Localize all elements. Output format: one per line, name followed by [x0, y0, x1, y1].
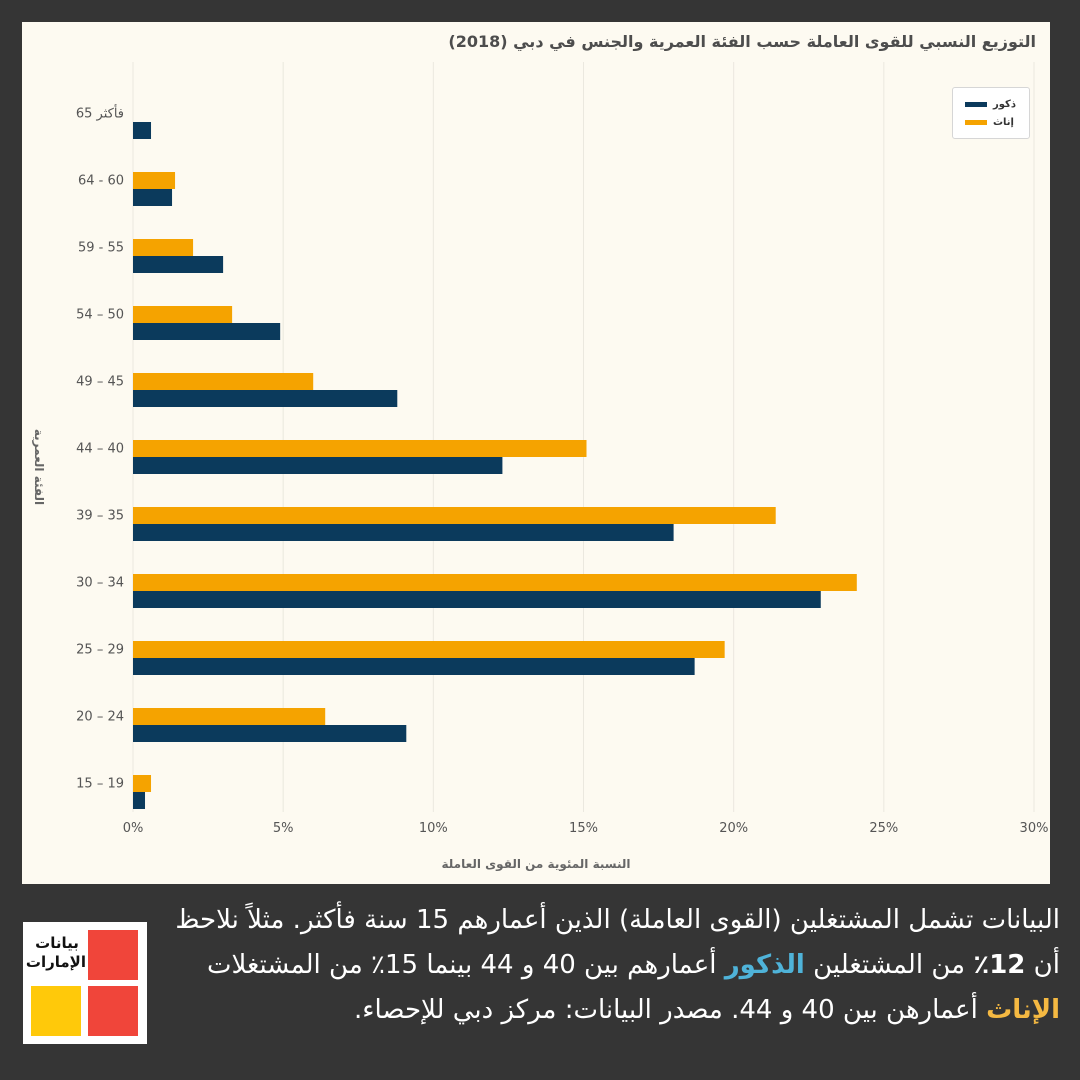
legend-item-males: ذكور [965, 99, 1016, 110]
x-tick-label: 5% [272, 821, 294, 836]
bar-females [133, 373, 314, 390]
x-tick-label: 15% [569, 821, 598, 836]
caption-part2: من المشتغلين [804, 950, 974, 980]
x-tick-label: 20% [719, 821, 749, 836]
logo-square-bottom-left [31, 986, 81, 1036]
legend-label-males: ذكور [993, 99, 1016, 110]
caption-males-highlight: الذكور [724, 950, 805, 980]
bar-females [133, 574, 857, 591]
legend-item-females: إناث [965, 117, 1014, 128]
legend-swatch-females [965, 120, 987, 125]
bar-females [133, 239, 194, 256]
legend: ذكور إناث [952, 87, 1030, 139]
bayanat-logo: بيانات الإمارات [23, 922, 147, 1044]
chart-panel: التوزيع النسبي للقوى العاملة حسب الفئة ا… [22, 22, 1050, 884]
bar-males [133, 457, 503, 474]
bar-males [133, 792, 146, 809]
bar-males [133, 323, 281, 340]
y-tick-label: 64 - 60 [77, 173, 124, 189]
bar-chart [132, 62, 1035, 812]
bar-males [133, 658, 695, 675]
caption-text: البيانات تشمل المشتغلين (القوى العاملة) … [175, 898, 1060, 1033]
y-tick-label: 65 فأكثر [75, 106, 124, 122]
bar-females [133, 708, 326, 725]
caption-females-highlight: الإناث [986, 995, 1060, 1025]
caption-part4: أعمارهن بين 40 و 44. مصدر البيانات: مركز… [353, 995, 987, 1025]
y-axis-title: الفئة العمرية [32, 428, 46, 506]
bar-females [133, 507, 776, 524]
logo-text-line1: بيانات [35, 934, 79, 952]
x-tick-label: 30% [1019, 821, 1049, 836]
bar-males [133, 256, 224, 273]
y-tick-label: 30 – 34 [76, 575, 124, 591]
logo-text-line2: الإمارات [25, 953, 86, 971]
legend-label-females: إناث [993, 117, 1014, 128]
caption-part1: البيانات تشمل المشتغلين (القوى العاملة) … [175, 905, 1060, 980]
y-tick-label: 59 - 55 [77, 240, 124, 256]
bar-males [133, 725, 407, 742]
bar-males [133, 390, 398, 407]
bar-females [133, 641, 725, 658]
x-tick-label: 25% [869, 821, 899, 836]
bar-females [133, 306, 233, 323]
y-tick-label: 54 – 50 [76, 307, 124, 323]
bar-females [133, 775, 152, 792]
bar-males [133, 189, 173, 206]
chart-title: التوزيع النسبي للقوى العاملة حسب الفئة ا… [448, 32, 1036, 51]
y-tick-label: 49 – 45 [76, 374, 124, 390]
logo-square-top-right [88, 930, 138, 980]
bar-females [133, 440, 587, 457]
bar-males [133, 122, 152, 139]
y-tick-label: 44 – 40 [76, 441, 124, 457]
logo-text: بيانات الإمارات [25, 934, 86, 972]
y-tick-label: 20 – 24 [76, 709, 124, 725]
bar-males [133, 591, 821, 608]
bar-females [133, 172, 176, 189]
x-tick-label: 10% [418, 821, 448, 836]
y-tick-label: 39 – 35 [76, 508, 124, 524]
x-axis-title: النسبة المئوية من القوى العاملة [441, 857, 631, 871]
logo-square-bottom-right [88, 986, 138, 1036]
y-tick-label: 25 – 29 [76, 642, 124, 658]
bar-males [133, 524, 674, 541]
y-tick-label: 15 – 19 [76, 776, 124, 792]
caption-part3: أعمارهم بين 40 و 44 بينما 15٪ من المشتغل… [207, 950, 725, 980]
legend-swatch-males [965, 102, 987, 107]
caption-pct12: 12٪ [973, 950, 1026, 980]
x-tick-label: 0% [122, 821, 144, 836]
